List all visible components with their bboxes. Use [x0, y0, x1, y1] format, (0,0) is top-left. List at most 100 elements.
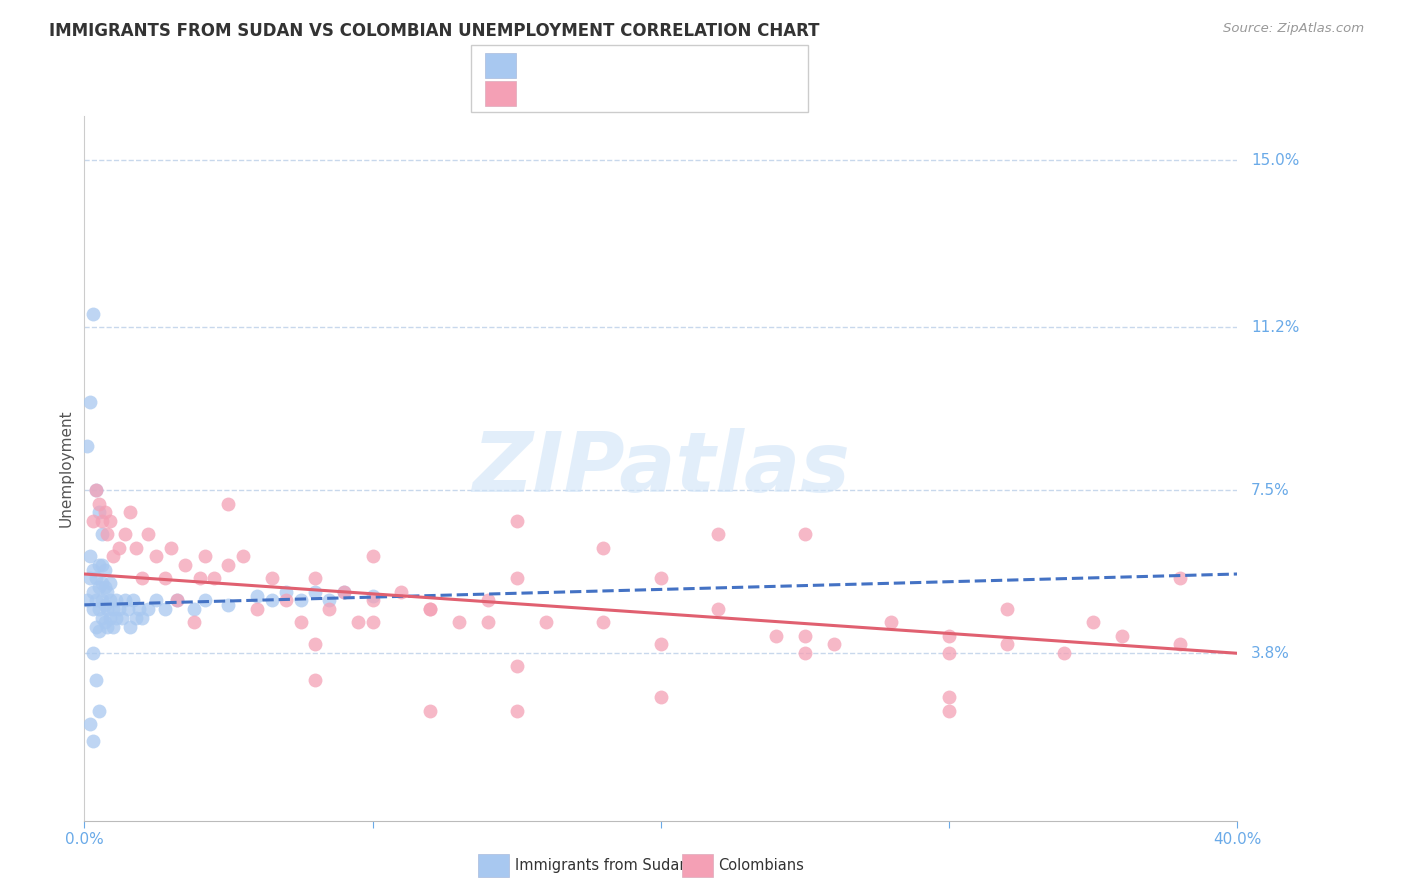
Point: [183, 615, 205, 630]
Point: [98, 611, 121, 625]
Point: [506, 571, 529, 585]
Text: Immigrants from Sudan: Immigrants from Sudan: [515, 858, 689, 872]
Point: [82, 602, 104, 616]
Point: [449, 615, 471, 630]
Point: [84, 483, 107, 498]
Point: [290, 615, 312, 630]
Text: Source: ZipAtlas.com: Source: ZipAtlas.com: [1223, 22, 1364, 36]
Point: [1053, 646, 1076, 660]
Point: [218, 598, 240, 612]
Point: [98, 514, 121, 528]
Point: [194, 593, 217, 607]
Point: [96, 527, 118, 541]
Point: [131, 611, 153, 625]
Point: [650, 637, 672, 651]
Point: [120, 505, 142, 519]
Point: [304, 637, 326, 651]
Point: [477, 593, 499, 607]
Point: [93, 615, 115, 630]
Point: [90, 593, 112, 607]
Point: [419, 602, 441, 616]
Point: [84, 483, 107, 498]
Point: [938, 629, 960, 643]
Point: [1168, 637, 1191, 651]
Point: [136, 527, 159, 541]
Point: [153, 602, 176, 616]
Point: [82, 514, 104, 528]
Point: [105, 611, 128, 625]
Point: [87, 496, 110, 510]
Point: [87, 505, 110, 519]
Point: [128, 602, 150, 616]
Point: [995, 637, 1018, 651]
Point: [79, 395, 101, 409]
Point: [333, 584, 356, 599]
Point: [361, 615, 384, 630]
Point: [103, 620, 124, 634]
Point: [188, 571, 211, 585]
Text: R =  0.019: R = 0.019: [524, 55, 613, 73]
Point: [87, 602, 110, 616]
Point: [246, 602, 269, 616]
Point: [260, 593, 283, 607]
Point: [82, 646, 104, 660]
Point: [304, 584, 326, 599]
Point: [82, 734, 104, 748]
Point: [592, 541, 614, 555]
Point: [84, 673, 107, 687]
Point: [650, 571, 672, 585]
Point: [125, 611, 148, 625]
Point: [98, 593, 121, 607]
Point: [765, 629, 787, 643]
Point: [361, 549, 384, 564]
Point: [318, 593, 340, 607]
Point: [120, 620, 142, 634]
Point: [218, 496, 240, 510]
Point: [477, 615, 499, 630]
Point: [194, 549, 217, 564]
Y-axis label: Unemployment: Unemployment: [58, 409, 73, 527]
Point: [122, 593, 145, 607]
Point: [506, 514, 529, 528]
Point: [90, 575, 112, 590]
Point: [79, 716, 101, 731]
Point: [794, 646, 817, 660]
Point: [304, 673, 326, 687]
Point: [995, 602, 1018, 616]
Point: [174, 558, 197, 573]
Point: [260, 571, 283, 585]
Point: [82, 307, 104, 321]
Point: [276, 593, 298, 607]
Point: [183, 602, 205, 616]
Point: [136, 602, 159, 616]
Point: [419, 602, 441, 616]
Point: [96, 584, 118, 599]
Point: [707, 527, 730, 541]
Point: [166, 593, 188, 607]
Point: [938, 646, 960, 660]
Point: [76, 439, 98, 453]
Point: [114, 593, 136, 607]
Text: ZIPatlas: ZIPatlas: [472, 428, 849, 508]
Point: [880, 615, 903, 630]
Point: [246, 589, 269, 603]
Point: [98, 575, 121, 590]
Point: [938, 704, 960, 718]
Point: [145, 549, 167, 564]
Point: [87, 704, 110, 718]
Point: [90, 514, 112, 528]
Point: [318, 602, 340, 616]
Point: [90, 611, 112, 625]
Point: [347, 615, 370, 630]
Point: [84, 571, 107, 585]
Text: 7.5%: 7.5%: [1251, 483, 1289, 498]
Point: [823, 637, 845, 651]
Point: [105, 593, 128, 607]
Point: [419, 704, 441, 718]
Point: [79, 549, 101, 564]
Text: 11.2%: 11.2%: [1251, 320, 1299, 334]
Point: [93, 505, 115, 519]
Point: [90, 527, 112, 541]
Point: [93, 563, 115, 577]
Point: [160, 541, 183, 555]
